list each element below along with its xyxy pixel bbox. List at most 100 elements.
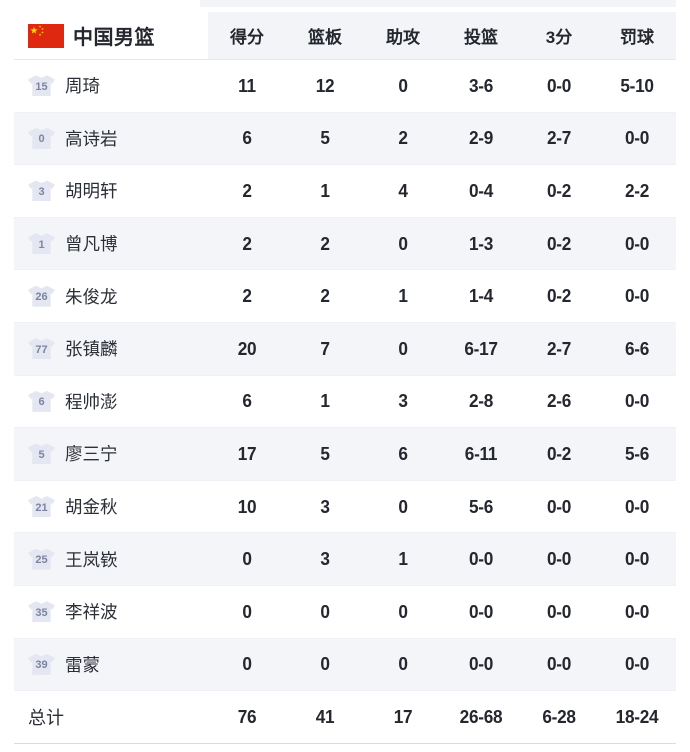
- player-row[interactable]: 1 曾凡博 2 2 0 1-3 0-2 0-0: [14, 217, 676, 271]
- stat-rebounds: 1: [320, 179, 330, 201]
- player-name: 程帅澎: [65, 391, 118, 412]
- player-row[interactable]: 0 高诗岩 6 5 2 2-9 2-7 0-0: [14, 112, 676, 166]
- stat-free-throws: 0-0: [624, 232, 650, 254]
- stat-field-goals: 0-0: [468, 600, 494, 622]
- player-row[interactable]: 5 廖三宁 17 5 6 6-11 0-2 5-6: [14, 428, 676, 481]
- stat-free-throws: 2-2: [624, 179, 650, 201]
- stat-rebounds: 12: [315, 74, 335, 96]
- jersey-number-badge: 0: [28, 127, 55, 149]
- player-row[interactable]: 77 张镇麟 20 7 0 6-17 2-7 6-6: [14, 322, 676, 376]
- jersey-number-badge: 25: [28, 548, 55, 570]
- player-row[interactable]: 26 朱俊龙 2 2 1 1-4 0-2 0-0: [14, 270, 676, 323]
- stat-points: 0: [242, 653, 252, 675]
- stat-points: 2: [242, 179, 252, 201]
- total-rebounds: 41: [315, 706, 335, 728]
- column-header-rebounds: 篮板: [308, 28, 342, 47]
- stat-assists: 0: [398, 337, 408, 359]
- player-name: 李祥波: [65, 602, 118, 623]
- stat-field-goals: 1-4: [468, 285, 494, 307]
- team-name: 中国男篮: [73, 27, 155, 49]
- column-header-assists: 助攻: [386, 28, 420, 47]
- stat-points: 2: [242, 232, 252, 254]
- stat-assists: 1: [398, 285, 408, 307]
- stat-assists: 0: [398, 653, 408, 675]
- player-name: 胡明轩: [65, 181, 118, 202]
- player-row[interactable]: 39 雷蒙 0 0 0 0-0 0-0 0-0: [14, 638, 676, 692]
- stat-assists: 3: [398, 390, 408, 412]
- stat-assists: 4: [398, 179, 408, 201]
- player-row[interactable]: 15 周琦 11 12 0 3-6 0-0 5-10: [14, 60, 676, 113]
- stat-field-goals: 1-3: [468, 232, 494, 254]
- stat-three-points: 0-2: [546, 285, 572, 307]
- column-header-three-points: 3分: [545, 28, 573, 47]
- player-name: 王岚嵚: [65, 549, 118, 570]
- stat-free-throws: 0-0: [624, 548, 650, 570]
- stat-three-points: 0-0: [546, 600, 572, 622]
- stat-field-goals: 2-8: [468, 390, 494, 412]
- total-three-points: 6-28: [542, 706, 576, 728]
- stat-rebounds: 2: [320, 285, 330, 307]
- stat-free-throws: 0-0: [624, 600, 650, 622]
- player-row[interactable]: 35 李祥波 0 0 0 0-0 0-0 0-0: [14, 585, 676, 639]
- player-name: 张镇麟: [65, 339, 118, 360]
- player-name: 高诗岩: [65, 128, 118, 149]
- column-header-points: 得分: [230, 28, 264, 47]
- stat-free-throws: 5-10: [620, 74, 654, 96]
- stat-free-throws: 6-6: [624, 337, 650, 359]
- jersey-number-badge: 3: [28, 180, 55, 202]
- stat-rebounds: 0: [320, 600, 330, 622]
- stat-points: 6: [242, 127, 252, 149]
- stat-field-goals: 3-6: [468, 74, 494, 96]
- stat-rebounds: 7: [320, 337, 330, 359]
- stat-rebounds: 5: [320, 442, 330, 464]
- total-row: 总计 76 41 17 26-68 6-28 18-24: [14, 691, 676, 745]
- jersey-number-badge: 1: [28, 233, 55, 255]
- stat-assists: 6: [398, 442, 408, 464]
- stat-assists: 2: [398, 127, 408, 149]
- column-header-free-throws: 罚球: [620, 28, 654, 47]
- stat-points: 2: [242, 285, 252, 307]
- stat-rebounds: 0: [320, 653, 330, 675]
- stat-rebounds: 5: [320, 127, 330, 149]
- stat-column-headers: 得分 篮板 助攻 投篮 3分 罚球: [208, 12, 676, 59]
- stat-points: 10: [237, 495, 257, 517]
- stat-free-throws: 0-0: [624, 495, 650, 517]
- stat-rebounds: 2: [320, 232, 330, 254]
- stat-three-points: 2-7: [546, 337, 572, 359]
- table-header: 中国男篮 得分 篮板 助攻 投篮 3分 罚球: [14, 12, 676, 60]
- stat-field-goals: 6-17: [464, 337, 498, 359]
- stat-field-goals: 0-0: [468, 548, 494, 570]
- player-name: 朱俊龙: [65, 286, 118, 307]
- player-row[interactable]: 21 胡金秋 10 3 0 5-6 0-0 0-0: [14, 480, 676, 534]
- stat-assists: 0: [398, 495, 408, 517]
- jersey-number-badge: 26: [28, 285, 55, 307]
- player-row[interactable]: 6 程帅澎 6 1 3 2-8 2-6 0-0: [14, 375, 676, 429]
- stat-assists: 0: [398, 232, 408, 254]
- stat-free-throws: 0-0: [624, 390, 650, 412]
- player-row[interactable]: 25 王岚嵚 0 3 1 0-0 0-0 0-0: [14, 533, 676, 586]
- stat-three-points: 0-0: [546, 548, 572, 570]
- stat-points: 6: [242, 390, 252, 412]
- player-row[interactable]: 3 胡明轩 2 1 4 0-4 0-2 2-2: [14, 165, 676, 218]
- jersey-number-badge: 6: [28, 390, 55, 412]
- top-divider: [200, 0, 676, 7]
- total-free-throws: 18-24: [615, 706, 659, 728]
- stat-assists: 1: [398, 548, 408, 570]
- stat-rebounds: 3: [320, 548, 330, 570]
- stat-free-throws: 0-0: [624, 127, 650, 149]
- jersey-number-badge: 21: [28, 496, 55, 518]
- stat-three-points: 0-2: [546, 442, 572, 464]
- stat-field-goals: 0-4: [468, 179, 494, 201]
- stat-field-goals: 0-0: [468, 653, 494, 675]
- stat-three-points: 0-0: [546, 495, 572, 517]
- column-header-field-goals: 投篮: [464, 28, 498, 47]
- jersey-number-badge: 35: [28, 601, 55, 623]
- stat-points: 0: [242, 600, 252, 622]
- player-name: 周琦: [65, 76, 100, 97]
- stat-field-goals: 2-9: [468, 127, 494, 149]
- player-name: 廖三宁: [65, 444, 118, 465]
- stat-three-points: 0-0: [546, 74, 572, 96]
- stat-points: 11: [238, 74, 256, 96]
- total-field-goals: 26-68: [459, 706, 503, 728]
- player-name: 雷蒙: [65, 654, 100, 675]
